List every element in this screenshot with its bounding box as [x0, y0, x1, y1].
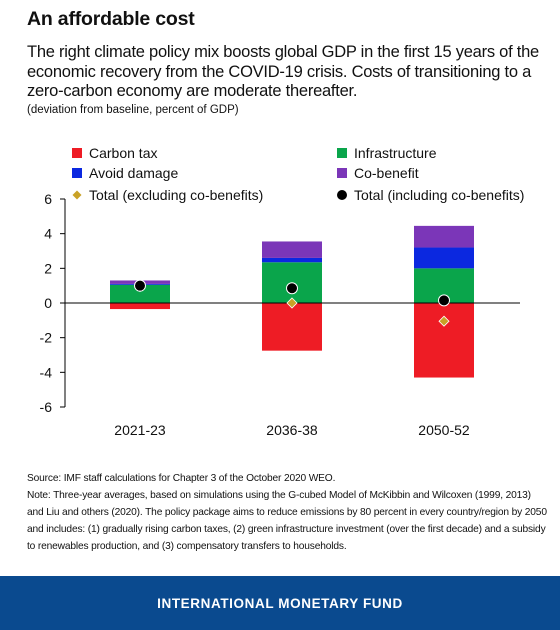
x-axis: 2021-23 2036-38 2050-52	[114, 422, 470, 438]
legend-item-carbon-tax: Carbon tax	[72, 145, 157, 161]
source-note: Source: IMF staff calculations for Chapt…	[27, 473, 336, 484]
bar-co-benefit-2036-38	[262, 241, 322, 258]
legend-label: Infrastructure	[354, 145, 437, 161]
bar-infrastructure-2021-23	[110, 284, 170, 303]
legend-item-total-including-co-benefits: Total (including co-benefits)	[337, 187, 524, 203]
y-tick-label: 2	[44, 260, 52, 276]
legend-swatch	[72, 168, 82, 178]
markers-layer	[134, 279, 450, 327]
legend-item-infrastructure: Infrastructure	[337, 145, 437, 161]
legend-label: Carbon tax	[89, 145, 157, 161]
units-note: (deviation from baseline, percent of GDP…	[27, 104, 239, 116]
marker-total-excluding-co-benefits-2050-52	[438, 315, 450, 327]
chart-notes: Source: IMF staff calculations for Chapt…	[27, 470, 547, 555]
chart-legend: Carbon tax Infrastructure Avoid damage Co-b…	[72, 145, 524, 203]
legend-label: Avoid damage	[89, 165, 178, 181]
methodology-note: Note: Three-year averages, based on simu…	[27, 490, 547, 552]
legend-label: Total (including co-benefits)	[354, 187, 524, 203]
bar-carbon-tax-2036-38	[262, 303, 322, 351]
bars-layer	[110, 225, 474, 378]
imf-footer-banner: INTERNATIONAL MONETARY FUND	[0, 576, 560, 630]
legend-swatch	[337, 168, 347, 178]
x-tick-label: 2021-23	[114, 422, 166, 438]
y-tick-label: 6	[44, 191, 52, 207]
y-tick-label: -2	[40, 330, 53, 346]
chart-subtitle: The right climate policy mix boosts glob…	[27, 43, 539, 100]
stacked-bar-chart: Carbon tax Infrastructure Avoid damage Co-b…	[40, 145, 525, 438]
legend-swatch	[72, 148, 82, 158]
chart-title: An affordable cost	[27, 8, 195, 30]
legend-swatch	[72, 190, 82, 200]
x-tick-label: 2050-52	[418, 422, 470, 438]
y-tick-label: -6	[40, 399, 53, 415]
bar-carbon-tax-2021-23	[110, 303, 170, 310]
y-tick-label: 4	[44, 226, 52, 242]
legend-swatch	[337, 148, 347, 158]
y-tick-label: -4	[40, 364, 53, 380]
marker-total-including-co-benefits-2021-23	[134, 279, 146, 292]
legend-item-total-excluding-co-benefits: Total (excluding co-benefits)	[72, 187, 263, 203]
y-tick-label: 0	[44, 295, 52, 311]
bar-carbon-tax-2050-52	[414, 303, 474, 378]
footer-label: INTERNATIONAL MONETARY FUND	[157, 595, 403, 611]
bar-avoid-damage-2036-38	[262, 257, 322, 263]
marker-total-including-co-benefits-2050-52	[438, 294, 450, 307]
bar-co-benefit-2050-52	[414, 225, 474, 248]
legend-swatch	[337, 190, 347, 200]
x-tick-label: 2036-38	[266, 422, 318, 438]
legend-item-co-benefit: Co-benefit	[337, 165, 419, 181]
marker-total-excluding-co-benefits-2036-38	[286, 297, 298, 309]
legend-label: Total (excluding co-benefits)	[89, 187, 263, 203]
marker-total-including-co-benefits-2036-38	[286, 282, 298, 295]
legend-item-avoid-damage: Avoid damage	[72, 165, 178, 181]
y-axis: 6 4 2 0 -2 -4 -6	[40, 191, 66, 415]
legend-label: Co-benefit	[354, 165, 419, 181]
bar-avoid-damage-2050-52	[414, 247, 474, 269]
